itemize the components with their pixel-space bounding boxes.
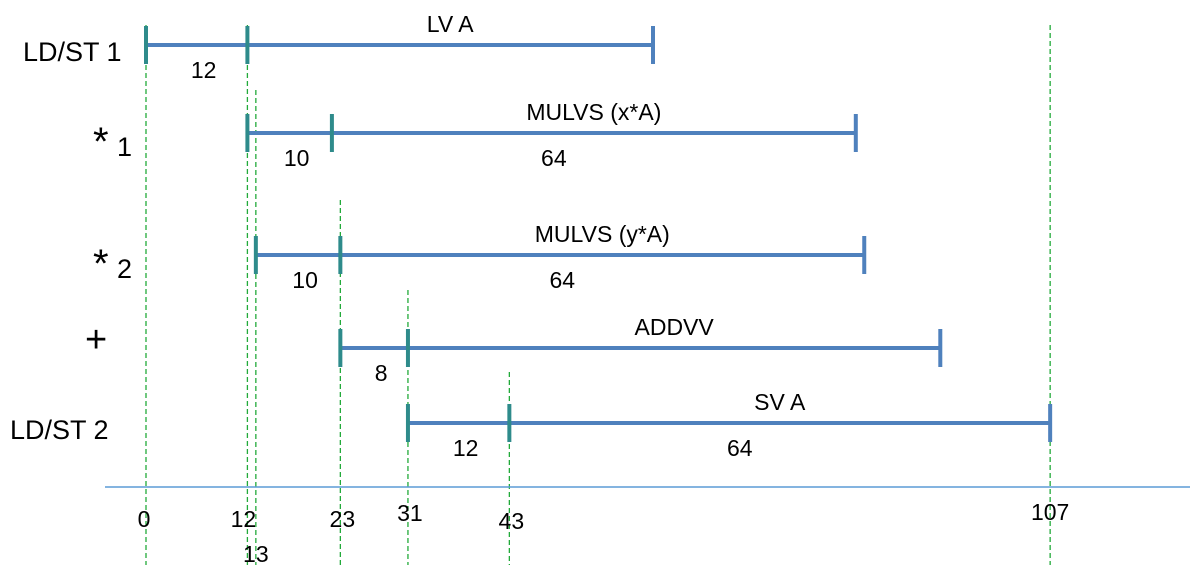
row-label-3: *: [93, 242, 109, 286]
startup-latency-4: 8: [375, 360, 388, 386]
vector-length-2: 64: [541, 145, 567, 171]
tick-label-12: 12: [231, 506, 257, 532]
vector-length-5: 64: [727, 435, 753, 461]
operation-bars: [144, 26, 1053, 442]
tick-label-107: 107: [1031, 499, 1069, 525]
vector-length-3: 64: [550, 267, 576, 293]
row-label-subscript-3: 2: [117, 254, 132, 284]
row-label-1: LD/ST 1: [23, 37, 122, 67]
tick-label-23: 23: [330, 506, 356, 532]
op-name-3: MULVS (y*A): [535, 221, 670, 247]
tick-label-43: 43: [499, 508, 525, 534]
tick-label-31: 31: [397, 500, 423, 526]
op-name-4: ADDVV: [635, 314, 715, 340]
row-label-5: LD/ST 2: [10, 415, 109, 445]
startup-latency-1: 12: [191, 57, 217, 83]
row-label-4: +: [85, 319, 107, 361]
startup-latency-2: 10: [284, 145, 310, 171]
tick-label-13: 13: [243, 541, 269, 567]
startup-latency-5: 12: [453, 435, 479, 461]
op-name-2: MULVS (x*A): [526, 99, 661, 125]
op-name-1: LV A: [427, 11, 475, 37]
row-label-2: *: [93, 120, 109, 164]
row-label-subscript-2: 1: [117, 132, 132, 162]
startup-latency-3: 10: [292, 267, 318, 293]
tick-label-0: 0: [138, 506, 151, 532]
op-name-5: SV A: [754, 389, 806, 415]
